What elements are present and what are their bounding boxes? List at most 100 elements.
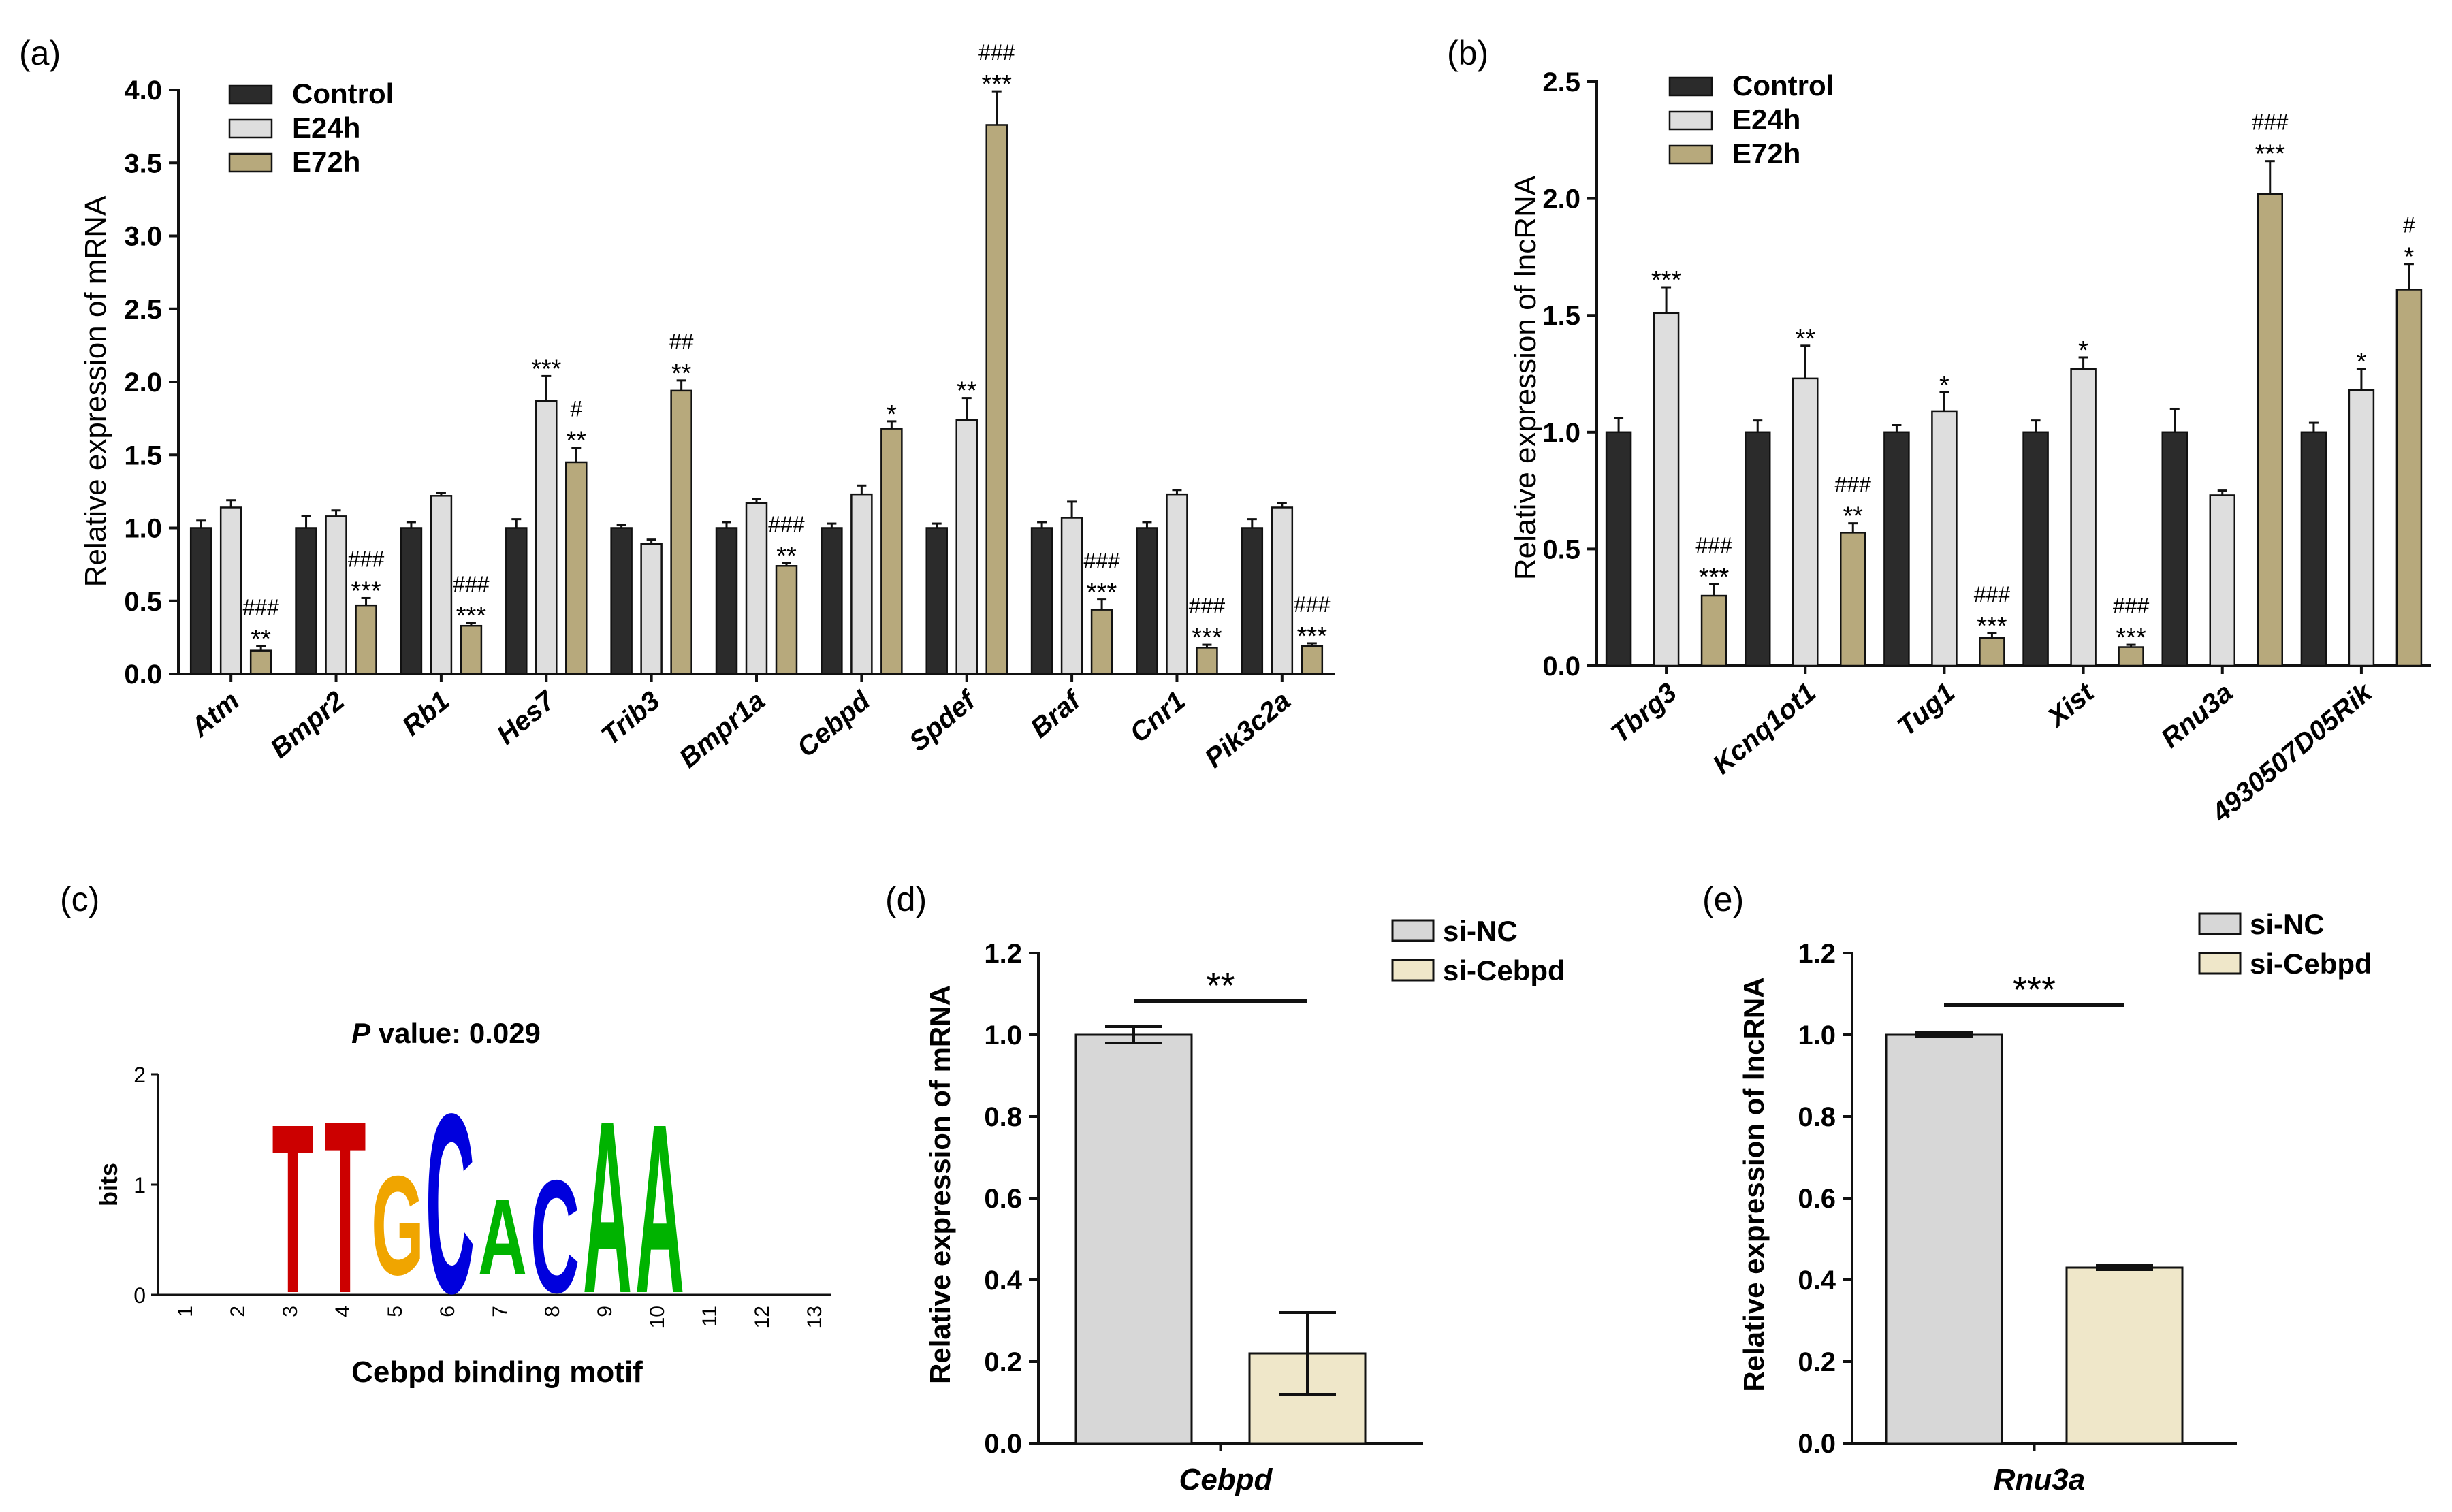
panel-b-ytick-label: 0.0	[1542, 652, 1580, 681]
panel-d-significance-mark: **	[1206, 965, 1235, 1006]
panel-a-xtick-label: Cnr1	[1124, 686, 1191, 748]
panel-b-xtick-label: Rnu3a	[2156, 677, 2239, 754]
panel-b-bar-control	[1745, 431, 1771, 667]
panel-a-legend-swatch-e24h	[228, 118, 273, 139]
panel-d-ylabel: Relative expression of mRNA	[924, 985, 956, 1384]
motif-position-label: 5	[384, 1306, 407, 1317]
panel-a-bar-e24h	[955, 419, 978, 675]
panel-a-bar-e24h	[325, 515, 347, 675]
panel-b-bar-e24h	[2348, 389, 2375, 667]
panel-a-bar-control	[505, 527, 528, 675]
panel-a-xtick-label: Hes7	[492, 685, 562, 750]
panel-a-xtick-label: Bmpr2	[265, 686, 350, 764]
panel-a-significance-mark: **	[671, 359, 692, 388]
panel-b-legend-swatch-control	[1668, 76, 1713, 97]
panel-label-c: (c)	[60, 880, 99, 918]
panel-a-xtick-label: Bmpr1a	[673, 686, 770, 773]
panel-a-bar-e72h	[775, 565, 798, 675]
panel-e-legend-swatch	[2198, 912, 2242, 935]
motif-p-italic: P	[351, 1017, 371, 1049]
panel-b-significance-mark: ###	[2113, 594, 2150, 618]
panel-b-bar-e24h	[1931, 410, 1958, 667]
panel-b-ytick-label: 1.0	[1542, 418, 1580, 448]
panel-b-significance-mark: ###	[1974, 582, 2011, 607]
panel-a-bar-e72h	[1090, 609, 1113, 675]
panel-e-significance-mark: ***	[2013, 969, 2056, 1010]
panel-d-ytick-label: 0.8	[984, 1102, 1022, 1132]
panel-e-ytick-label: 0.8	[1798, 1102, 1836, 1132]
panel-a-significance-mark: ***	[1087, 579, 1117, 607]
panel-b-ytick-label: 0.5	[1542, 534, 1580, 564]
panel-b-legend-label: E24h	[1732, 103, 1800, 135]
panel-b-significance-mark: **	[1843, 502, 1863, 531]
panel-a-bar-control	[1030, 527, 1053, 675]
motif-letter-t: T	[324, 1070, 366, 1345]
panel-b-legend-swatch-e72h	[1668, 144, 1713, 165]
panel-b-significance-mark: **	[1795, 325, 1815, 353]
panel-a-significance-mark: ###	[978, 40, 1015, 65]
panel-a-legend-label: Control	[292, 78, 394, 110]
panel-a-xtick-label: Cebpd	[792, 685, 877, 763]
motif-letter-a: A	[478, 1176, 527, 1298]
panel-a-significance-mark: ###	[768, 512, 805, 536]
panel-a-xtick-label: Braf	[1025, 684, 1087, 744]
panel-b-legend-label: Control	[1732, 69, 1834, 101]
panel-a-significance-mark: **	[251, 625, 271, 654]
panel-a-significance-mark: **	[566, 427, 586, 455]
panel-a-significance-mark: *	[887, 400, 897, 429]
panel-a-chart: Relative expression of mRNA 0.0 0.5 1.0 1.5…	[79, 40, 1335, 774]
panel-d-ytick-label: 0.4	[984, 1266, 1022, 1296]
panel-e-ytick-label: 0.4	[1798, 1266, 1836, 1296]
panel-a-significance-mark: ***	[1192, 624, 1222, 652]
panel-a-legend-swatch-e72h	[228, 152, 273, 173]
panel-a-bar-e24h	[1271, 506, 1294, 675]
panel-b-bar-e72h	[2395, 289, 2423, 667]
panel-e-chart: Relative expression of lncRNA Rnu3a 0.0 0…	[1738, 908, 2372, 1496]
panel-b-significance-mark: ***	[1651, 266, 1682, 295]
panel-a-xtick-label: Atm	[185, 686, 245, 743]
panel-b-bar-e72h	[1700, 594, 1727, 667]
panel-b-bar-control	[1883, 431, 1910, 667]
panel-b-significance-mark: ###	[1695, 533, 1732, 558]
panel-label-a: (a)	[19, 34, 61, 72]
panel-a-ytick-label: 0.5	[124, 587, 162, 617]
panel-b-bar-e72h	[2118, 646, 2144, 667]
panel-a-xtick-label: Spdef	[904, 684, 983, 757]
panel-a-bar-e24h	[535, 400, 558, 675]
panel-a-significance-mark: ##	[669, 329, 694, 354]
motif-position-label: 4	[332, 1306, 354, 1317]
panel-a-significance-mark: ***	[456, 602, 487, 630]
motif-position-label: 6	[436, 1306, 459, 1317]
motif-position-label: 10	[646, 1306, 669, 1328]
panel-a-bar-e72h	[670, 389, 692, 675]
panel-a-bar-e72h	[249, 649, 272, 675]
panel-a-bar-e72h	[565, 461, 588, 675]
motif-letter-t: T	[272, 1074, 313, 1344]
panel-b-xtick-label: Tbrg3	[1605, 677, 1682, 749]
panel-label-d: (d)	[885, 880, 927, 918]
panel-e-ytick-label: 1.2	[1798, 939, 1836, 969]
panel-b-significance-mark: ***	[1977, 612, 2007, 641]
panel-a-bar-control	[400, 527, 423, 675]
panel-b-legend-swatch-e24h	[1668, 110, 1713, 131]
panel-d-legend-swatch	[1391, 959, 1435, 982]
panel-b-xtick-label: Xist	[2041, 677, 2100, 733]
motif-position-label: 3	[279, 1306, 302, 1317]
panel-a-significance-mark: ***	[351, 577, 381, 605]
panel-b-bar-control	[1605, 431, 1632, 667]
motif-position-label: 13	[803, 1306, 826, 1328]
panel-b-bar-e24h	[2070, 368, 2097, 667]
panel-e-xlabel: Rnu3a	[1994, 1463, 2085, 1496]
panel-a-bar-e24h	[1166, 493, 1188, 675]
panel-a-bar-e72h	[460, 624, 483, 675]
panel-e-ytick-label: 1.0	[1798, 1020, 1836, 1050]
panel-a-significance-mark: ###	[453, 572, 490, 596]
panel-d-ytick-label: 0.0	[984, 1429, 1022, 1459]
panel-b-bar-e72h	[1979, 637, 2005, 667]
panel-a-bar-e72h	[880, 428, 903, 675]
motif-position-label: 1	[174, 1306, 197, 1317]
panel-d-legend-label: si-NC	[1443, 915, 1518, 947]
motif-position-label: 2	[227, 1306, 249, 1317]
panel-a-ylabel: Relative expression of mRNA	[79, 195, 112, 587]
panel-a-ytick-label: 0.0	[124, 660, 162, 690]
